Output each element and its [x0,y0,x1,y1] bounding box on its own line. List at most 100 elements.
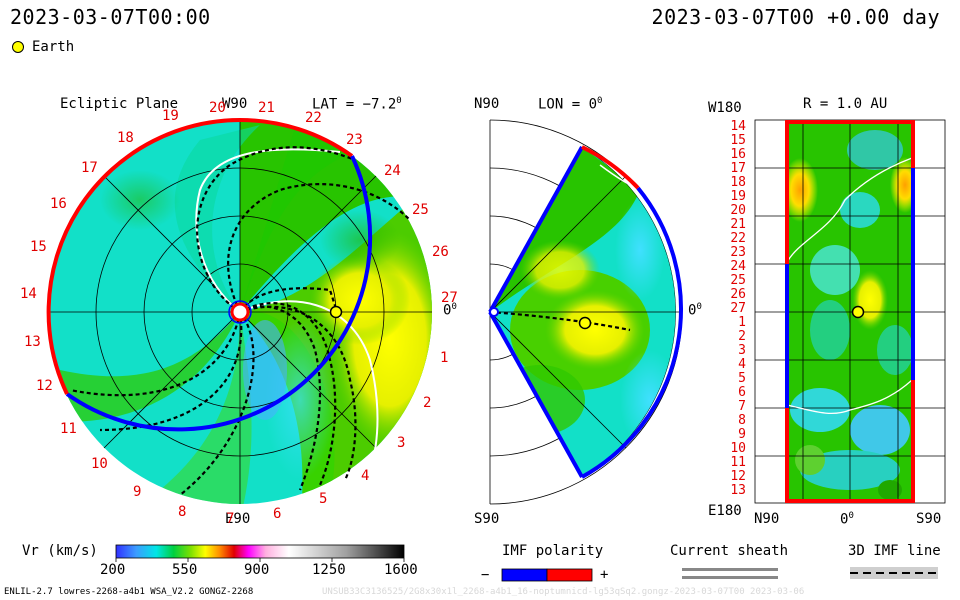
row-label: 17 [730,161,746,176]
vr-tick-label: 1600 [384,562,418,578]
vr-tick-label: 550 [172,562,198,578]
row-label: 18 [730,175,746,190]
carrington-label: 18 [117,130,134,146]
footer-model-info: ENLIL-2.7 lowres-2268-a4b1 WSA_V2.2 GONG… [4,587,254,597]
synoptic-r-label: R = 1.0 AU [803,96,888,112]
datetime-right: 2023-03-07T00 +0.00 day [651,5,940,29]
carrington-label: 22 [305,110,322,126]
meridional-plane-panel [488,119,683,505]
carrington-label: 2 [423,395,431,411]
carrington-label: 11 [60,421,77,437]
synoptic-bottom-label: E180 [708,503,742,519]
imf-polarity-bar [501,568,593,582]
meridional-bottom-label: S90 [474,511,500,527]
sun-marker-meridional [489,307,499,317]
row-label: 6 [738,385,746,400]
carrington-label: 15 [30,239,47,255]
current-sheath-swatch [682,568,778,579]
row-label: 8 [738,413,746,428]
carrington-label: 4 [361,468,369,484]
row-label: 3 [738,343,746,358]
carrington-labels: 20 21 22 23 24 25 26 27 1 2 3 4 5 6 7 8 … [20,100,458,527]
row-label: 4 [738,357,746,372]
row-label: 15 [730,133,746,148]
carrington-label: 19 [162,108,179,124]
carrington-label: 12 [36,378,53,394]
earth-legend-icon [12,41,24,53]
ecliptic-lat-label: LAT = −7.20 [312,96,402,113]
vr-tick-label: 200 [100,562,126,578]
footer-run-info: UNSUB33C3136525/2G8x30x1l_2268-a4b1_16-n… [322,587,805,597]
row-label: 5 [738,371,746,386]
meridional-lon-label: LON = 00 [538,96,603,113]
carrington-label: 13 [24,334,41,350]
row-label: 27 [730,301,746,316]
vr-label: Vr (km/s) [22,543,98,559]
vr-tick-label: 900 [244,562,270,578]
carrington-label: 3 [397,435,405,451]
carrington-label: 21 [258,100,275,116]
ecliptic-zero-label: 00 [443,302,457,319]
imf-polarity-label: IMF polarity [502,543,604,559]
datetime-left: 2023-03-07T00:00 [10,5,211,29]
row-label: 21 [730,217,746,232]
row-label: 26 [730,287,746,302]
vr-tick-label: 1250 [312,562,346,578]
meridional-velocity-map [490,147,676,477]
synoptic-panel: 14 15 16 17 18 19 20 21 22 23 24 25 26 2… [730,119,946,504]
row-label: 10 [730,441,746,456]
imf-minus-label: − [481,567,490,583]
synoptic-row-labels: 14 15 16 17 18 19 20 21 22 23 24 25 26 2… [730,119,746,498]
meridional-polarity-edge [488,145,683,479]
ecliptic-bottom-label: E90 [225,511,251,527]
current-sheath-label: Current sheath [670,543,789,559]
vr-colorbar [115,544,405,562]
row-label: 2 [738,329,746,344]
carrington-label: 1 [440,350,448,366]
carrington-label: 5 [319,491,327,507]
row-label: 20 [730,203,746,218]
row-label: 1 [738,315,746,330]
carrington-label: 10 [91,456,108,472]
synoptic-polarity-frame [785,120,915,503]
imf-line-label: 3D IMF line [848,543,941,559]
row-label: 25 [730,273,746,288]
imf-line-swatch [850,567,938,579]
carrington-label: 16 [50,196,67,212]
synoptic-top-label: W180 [708,100,742,116]
carrington-label: 24 [384,163,401,179]
row-label: 7 [738,399,746,414]
carrington-label: 8 [178,504,186,520]
meridional-top-label: N90 [474,96,500,112]
synoptic-current-sheath [786,157,913,415]
row-label: 12 [730,469,746,484]
earth-marker-synoptic [851,305,865,319]
row-label: 16 [730,147,746,162]
carrington-label: 20 [209,100,226,116]
ecliptic-polarity-ring [46,117,373,432]
carrington-label: 14 [20,286,37,302]
carrington-label: 26 [432,244,449,260]
carrington-label: 6 [273,506,281,522]
synoptic-x-left: N90 [754,511,780,527]
row-label: 14 [730,119,746,134]
carrington-label: 23 [346,132,363,148]
row-label: 24 [730,259,746,274]
carrington-label: 27 [441,290,458,306]
earth-legend-label: Earth [32,39,75,55]
row-label: 19 [730,189,746,204]
carrington-label: 17 [81,160,98,176]
meridional-imf-line [489,310,631,332]
earth-marker-meridional [578,316,592,330]
ecliptic-imf-lines [69,146,411,496]
row-label: 23 [730,245,746,260]
row-label: 9 [738,427,746,442]
carrington-label: 25 [412,202,429,218]
sun-ring [228,300,252,324]
row-label: 11 [730,455,746,470]
synoptic-x-mid: 00 [840,511,854,528]
imf-plus-label: + [600,567,609,583]
earth-marker-ecliptic [329,305,343,319]
ecliptic-title: Ecliptic Plane [60,96,179,112]
